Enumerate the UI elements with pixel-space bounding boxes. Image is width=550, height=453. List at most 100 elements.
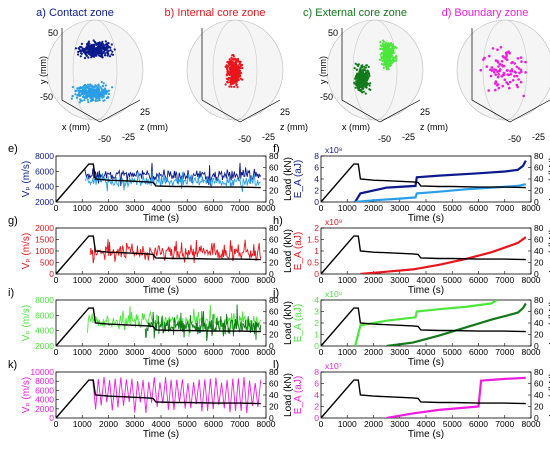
scatter-point [392,60,395,63]
scatter-point [517,78,520,81]
scatter-point [524,71,527,74]
scatter-point [229,70,233,73]
scatter-point [103,92,106,95]
scatter-point [354,76,357,79]
y-tick-label: 6000 [35,166,54,176]
panel-label: k) [8,359,17,371]
scatter-point [391,56,394,59]
scatter-point [364,75,367,78]
scatter-point [379,47,382,51]
scatter-point [82,50,85,53]
scatter-point [96,93,99,96]
y-tick-label: 8000 [35,151,54,161]
scatter-point [99,93,102,96]
scatter-point [355,80,358,83]
y-axis-label: y (mm) [318,56,328,84]
scatter-point [386,50,389,53]
scatter-point [368,84,371,87]
timeseries-panel-h: h)0 1000 2000 3000 4000 5000 6000 7000 8000Time … [273,215,550,296]
scatter-point [385,48,388,51]
x-tick-label: 0 [319,275,324,285]
scatter-point [360,70,363,73]
scatter-point [240,64,243,67]
x-tick-label: 6000 [469,419,488,429]
scatter-point [369,88,372,91]
scatter-point [383,59,386,63]
y2-tick-label: 20 [534,402,544,412]
x-tick-label: 7000 [230,347,249,357]
x-tick-label: 2000 [364,275,383,285]
y2-tick-label: 40 [269,318,279,328]
scatter-point [389,61,392,64]
scatter-point [505,58,509,61]
x-tick-label: 8000 [522,275,541,285]
scatter-point [85,53,88,57]
scatter-point [513,62,516,65]
x-tick-label: 0 [319,419,324,429]
timeseries-panel-f: f)0 1000 2000 3000 4000 5000 6000 7000 8000Time … [273,143,550,224]
scatter-point [361,80,364,83]
x-tick-label: -50 [508,134,521,144]
scatter-point [96,99,99,102]
scatter-point [387,62,390,65]
scatter-point [494,59,498,62]
x-tick-label: 4000 [417,275,436,285]
y-tick-label: 4 [314,390,319,400]
scatter-point [515,74,519,78]
scatter-point [367,65,370,68]
panel-label: f) [273,143,280,155]
panel-title: c) External core zone [303,7,407,19]
x-tick-label: 3000 [390,275,409,285]
load-line [321,307,526,346]
scatter-point [96,47,99,50]
y2-tick-label: 0 [269,341,274,351]
scatter-point [76,94,79,97]
scatter-point [513,74,516,78]
scatter-point [235,71,238,74]
y2-tick-label: 20 [269,258,279,268]
x-tick-label: 2000 [364,203,383,213]
scatter-point [492,68,496,71]
x-tick-label: 6000 [204,347,223,357]
y-tick-label: 6000 [35,385,54,395]
x-tick-label: 4000 [152,203,171,213]
y-tick-label: 10000 [30,367,54,377]
scatter-point [109,46,112,49]
scatter-point [360,75,363,78]
plot-area [56,304,262,346]
scatter-point [363,82,366,85]
scatter-point [365,64,368,67]
scatter-point [394,59,397,62]
axis-frame [61,28,141,123]
scatter-point [233,85,236,88]
scatter-point [101,40,104,44]
series-line-contact-dark [354,160,527,202]
scatter-point [108,55,112,58]
scatter-point [97,83,100,86]
scatter-point [382,49,385,52]
scatter-point [238,69,242,73]
scatter-point [496,61,500,64]
y2-tick-label: 20 [269,330,279,340]
y-tick-label: 1 [314,246,319,256]
scatter-point [381,59,384,63]
scatter-point [367,72,371,75]
x-tick-label: 8000 [522,419,541,429]
y2-tick-label: 40 [534,318,544,328]
scatter-point [517,67,521,70]
y-tick-label: 4000 [35,395,54,405]
scatter-point [382,44,385,48]
scatter-point [96,86,99,90]
scatter-point [505,69,509,72]
y2-tick-label: 60 [269,235,279,245]
scatter-point [366,77,369,80]
scatter-point [390,49,393,52]
scatter-point [97,41,100,45]
scatter-point [75,96,79,99]
scatter-point [479,68,483,72]
y2-tick-label: 80 [534,367,544,377]
z-tick-label: 25 [140,107,150,117]
scatter-point [78,94,81,97]
z-tick-label: -25 [122,132,135,142]
x-tick-label: 7000 [495,203,514,213]
